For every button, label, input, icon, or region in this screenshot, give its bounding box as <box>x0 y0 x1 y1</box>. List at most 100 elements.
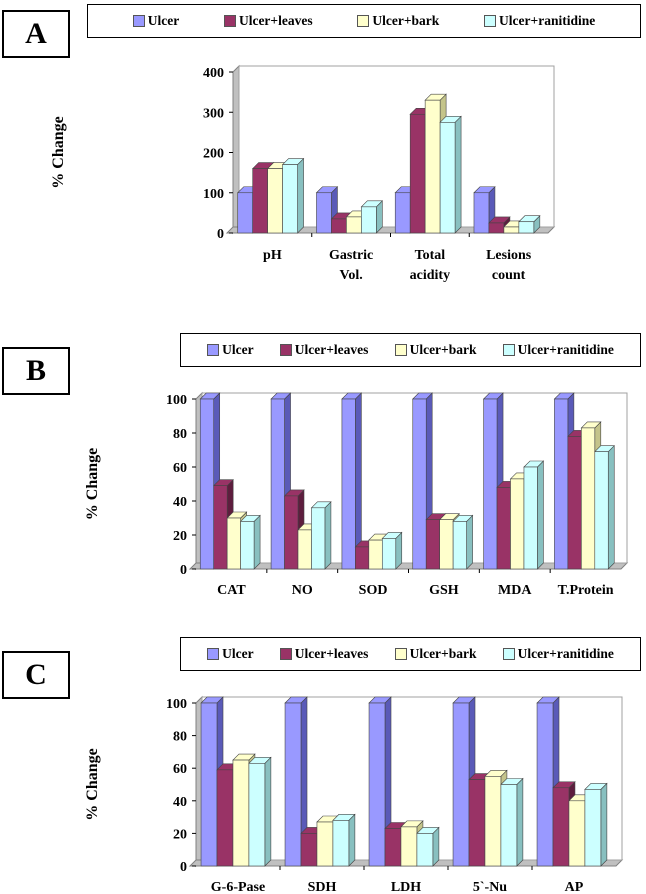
y-tick-label: 400 <box>203 66 224 81</box>
bar-front <box>473 192 490 234</box>
bar-side <box>348 813 356 867</box>
legend-item-ulcer-leaves: Ulcer+leaves <box>279 342 369 358</box>
x-tick-label: MDA <box>498 583 532 598</box>
bar <box>239 514 261 570</box>
bar-front <box>484 776 502 867</box>
legend-item-ulcer-bark: Ulcer+bark <box>394 342 477 358</box>
x-tick-label: acidity <box>410 268 450 283</box>
y-tick-label: 100 <box>166 393 187 408</box>
x-tick-label: 5`-Nu <box>473 880 507 894</box>
bar <box>500 777 524 867</box>
y-axis-title: % Change <box>84 448 101 520</box>
legend-swatch-ulcer-leaves <box>279 344 292 356</box>
x-tick-label: Vol. <box>340 268 363 283</box>
legend-swatch-ulcer-leaves <box>223 15 236 27</box>
legend-label: Ulcer <box>222 646 254 661</box>
legend-swatch-ulcer-bark <box>357 15 370 27</box>
y-tick-label: 20 <box>173 827 187 842</box>
y-tick-label: 200 <box>203 147 224 162</box>
bar-front <box>594 451 609 570</box>
bar-front <box>412 398 427 570</box>
bar <box>518 215 541 234</box>
legend-label: Ulcer+leaves <box>294 342 369 357</box>
y-tick-label: 40 <box>173 795 187 810</box>
bar <box>360 200 384 234</box>
bar-front <box>500 784 518 867</box>
bar-side <box>264 756 272 867</box>
panel-label-a: A <box>2 10 70 58</box>
bar-front <box>518 221 535 234</box>
x-tick-label: Gastric <box>329 248 373 263</box>
legend-label: Ulcer+leaves <box>294 646 369 661</box>
bar-front <box>282 164 298 234</box>
y-axis-title: % Change <box>50 116 67 188</box>
x-tick-label: LDH <box>391 880 421 894</box>
bar-front <box>400 826 418 867</box>
legend-label: Ulcer+leaves <box>238 13 313 28</box>
legend-swatch-ulcer-bark <box>394 648 407 660</box>
bar-front <box>284 702 302 867</box>
bar-side <box>432 826 440 867</box>
bar-front <box>316 821 334 867</box>
bar-front <box>483 398 498 570</box>
y-tick-label: 0 <box>180 563 187 578</box>
legend-label: Ulcer+bark <box>372 13 440 28</box>
bar-front <box>216 769 234 867</box>
x-tick-label: T.Protein <box>558 583 614 598</box>
legend-item-ulcer-ranitidine: Ulcer+ranitidine <box>502 342 614 358</box>
bar-front <box>523 466 538 570</box>
bar-front <box>361 206 377 234</box>
legend-label: Ulcer <box>222 342 254 357</box>
bar-front <box>270 398 285 570</box>
legend-swatch-ulcer-ranitidine <box>502 344 515 356</box>
bar <box>281 157 305 234</box>
legend-label: Ulcer+ranitidine <box>499 13 596 28</box>
bar <box>310 501 332 570</box>
bar-front <box>452 702 470 867</box>
bar-front <box>200 702 218 867</box>
legend-label: Ulcer+bark <box>409 342 477 357</box>
y-tick-label: 80 <box>173 730 187 745</box>
legend-item-ulcer-ranitidine: Ulcer+ranitidine <box>502 646 614 662</box>
bar-front <box>199 398 215 570</box>
legend-c: Ulcer Ulcer+leaves Ulcer+bark Ulcer+rani… <box>180 637 641 671</box>
bar-front <box>584 789 602 867</box>
legend-swatch-ulcer-ranitidine <box>484 15 497 27</box>
bar <box>452 514 474 570</box>
x-tick-label: G-6-Pase <box>211 880 265 894</box>
legend-b: Ulcer Ulcer+leaves Ulcer+bark Ulcer+rani… <box>180 333 641 367</box>
y-tick-label: 300 <box>203 106 224 121</box>
bar-front <box>332 820 350 867</box>
bar <box>341 392 363 570</box>
legend-a: Ulcer Ulcer+leaves Ulcer+bark Ulcer+rani… <box>87 4 641 38</box>
legend-swatch-ulcer-ranitidine <box>502 648 515 660</box>
bar <box>439 115 462 234</box>
bar <box>315 186 339 234</box>
y-tick-label: 60 <box>173 461 187 476</box>
bar <box>523 460 545 570</box>
panel-label-c: C <box>2 651 70 699</box>
bar-front <box>568 800 586 867</box>
x-tick-label: CAT <box>217 583 246 598</box>
legend-label: Ulcer+ranitidine <box>517 646 614 661</box>
x-tick-label: GSH <box>429 583 459 598</box>
legend-label: Ulcer+ranitidine <box>517 342 614 357</box>
bar <box>594 444 615 570</box>
legend-swatch-ulcer <box>207 344 220 356</box>
y-axis-title: % Change <box>84 748 101 820</box>
x-tick-label: AP <box>565 880 584 894</box>
bar-front <box>368 702 386 867</box>
bar <box>584 782 608 867</box>
bar-front <box>381 538 397 570</box>
x-tick-label: SOD <box>359 583 388 598</box>
legend-item-ulcer: Ulcer <box>132 13 180 29</box>
x-tick-label: NO <box>292 583 313 598</box>
bar-front <box>341 398 356 570</box>
legend-item-ulcer-bark: Ulcer+bark <box>357 13 439 29</box>
bar-front <box>439 122 456 234</box>
bar-front <box>468 779 486 867</box>
legend-swatch-ulcer-bark <box>394 344 407 356</box>
y-tick-label: 80 <box>173 427 187 442</box>
legend-label: Ulcer <box>147 13 180 28</box>
bar-front <box>300 833 318 867</box>
